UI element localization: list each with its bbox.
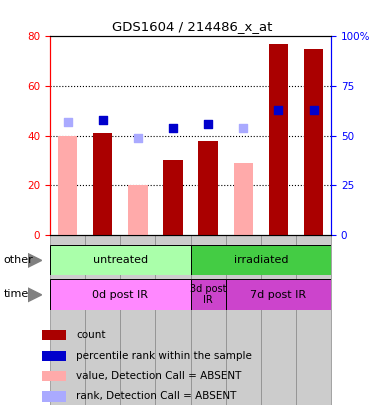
Bar — [50, 245, 191, 275]
Point — [100, 117, 106, 123]
Text: rank, Detection Call = ABSENT: rank, Detection Call = ABSENT — [76, 392, 237, 401]
Bar — [50, 235, 85, 405]
Bar — [42, 371, 66, 381]
Point — [240, 124, 246, 131]
Bar — [42, 330, 66, 340]
Text: percentile rank within the sample: percentile rank within the sample — [76, 351, 252, 361]
Text: untreated: untreated — [93, 255, 148, 265]
Text: value, Detection Call = ABSENT: value, Detection Call = ABSENT — [76, 371, 242, 381]
Bar — [199, 141, 218, 235]
Point — [135, 134, 141, 141]
Bar — [163, 160, 182, 235]
Bar — [234, 163, 253, 235]
Bar — [156, 235, 191, 405]
Bar — [128, 185, 147, 235]
Bar — [191, 279, 226, 310]
Text: 7d post IR: 7d post IR — [250, 290, 306, 300]
Bar — [121, 235, 156, 405]
Point — [205, 121, 211, 127]
Bar — [296, 235, 331, 405]
Bar — [42, 351, 66, 361]
Bar — [50, 279, 191, 310]
Polygon shape — [28, 254, 42, 267]
Bar — [191, 245, 331, 275]
Bar — [42, 391, 66, 402]
Bar — [58, 136, 77, 235]
Bar — [191, 235, 226, 405]
Polygon shape — [28, 288, 42, 302]
Bar — [269, 44, 288, 235]
Point — [275, 107, 281, 113]
Text: 3d post
IR: 3d post IR — [190, 284, 226, 305]
Text: irradiated: irradiated — [234, 255, 288, 265]
Point — [310, 107, 316, 113]
Bar — [261, 235, 296, 405]
Text: time: time — [4, 290, 29, 299]
Point — [170, 124, 176, 131]
Text: count: count — [76, 330, 106, 340]
Text: GDS1604 / 214486_x_at: GDS1604 / 214486_x_at — [112, 20, 273, 33]
Point — [65, 119, 71, 125]
Text: 0d post IR: 0d post IR — [92, 290, 148, 300]
Text: other: other — [4, 255, 33, 265]
Bar — [93, 133, 112, 235]
Bar — [226, 235, 261, 405]
Bar — [85, 235, 120, 405]
Bar — [304, 49, 323, 235]
Bar — [226, 279, 331, 310]
